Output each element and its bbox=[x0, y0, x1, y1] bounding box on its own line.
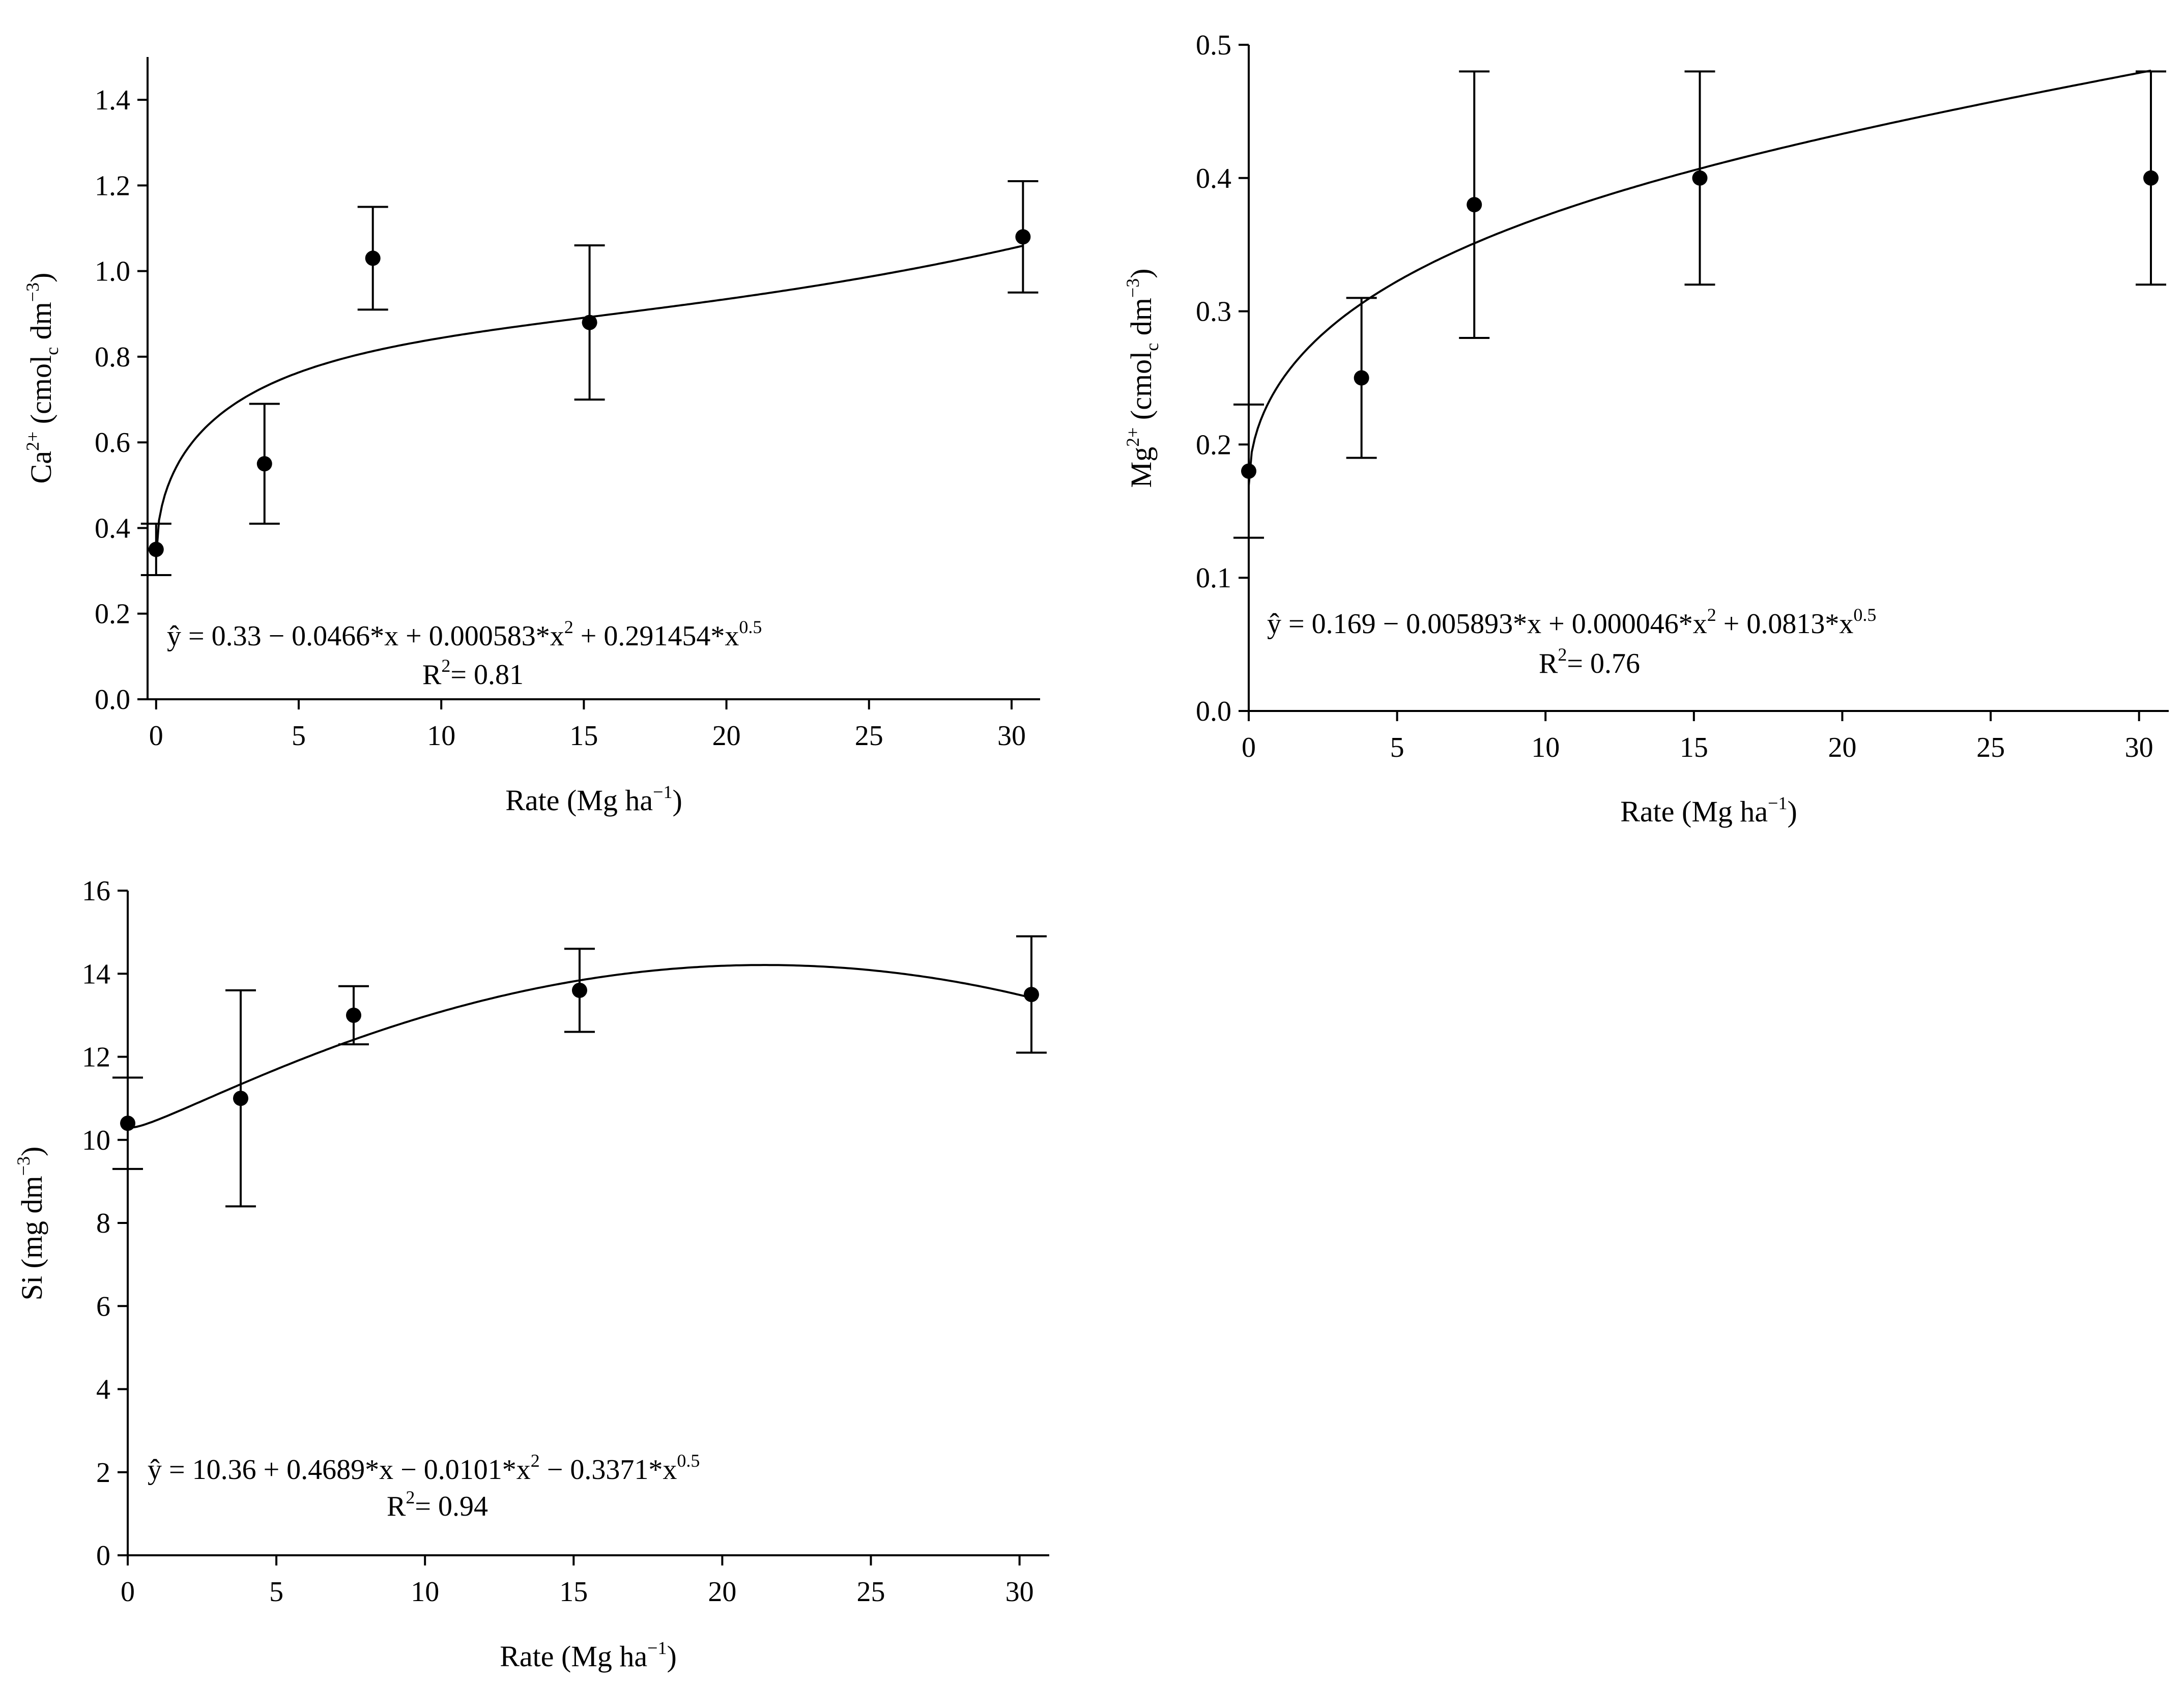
x-tick-label: 20 bbox=[712, 720, 741, 752]
x-axis-label: Rate (Mg ha−1) bbox=[505, 782, 682, 817]
y-axis-label: Si (mg dm−3) bbox=[13, 1147, 48, 1301]
x-tick-label: 0 bbox=[121, 1576, 135, 1608]
r-squared: R2= 0.81 bbox=[422, 656, 524, 691]
r-squared: R2= 0.76 bbox=[1539, 644, 1640, 679]
x-tick-label: 20 bbox=[1828, 732, 1856, 763]
x-tick-label: 20 bbox=[708, 1576, 736, 1608]
regression-equation: ŷ = 10.36 + 0.4689*x − 0.0101*x2 − 0.337… bbox=[148, 1450, 700, 1486]
regression-equation: ŷ = 0.33 − 0.0466*x + 0.000583*x2 + 0.29… bbox=[167, 617, 762, 652]
y-tick-label: 0.5 bbox=[1196, 30, 1231, 61]
data-point bbox=[1023, 987, 1039, 1003]
y-tick-label: 0.0 bbox=[95, 684, 130, 716]
x-tick-label: 30 bbox=[2125, 732, 2153, 763]
x-tick-label: 0 bbox=[1242, 732, 1256, 763]
x-tick-label: 5 bbox=[292, 720, 306, 752]
y-tick-label: 0.3 bbox=[1196, 296, 1231, 328]
x-tick-label: 10 bbox=[1531, 732, 1560, 763]
data-point bbox=[256, 456, 272, 472]
y-tick-label: 0.1 bbox=[1196, 562, 1231, 594]
x-tick-label: 10 bbox=[427, 720, 455, 752]
data-point bbox=[233, 1091, 248, 1106]
r-squared: R2= 0.94 bbox=[387, 1487, 488, 1522]
y-tick-label: 14 bbox=[82, 958, 110, 990]
data-point bbox=[120, 1116, 135, 1131]
data-point bbox=[1015, 229, 1031, 245]
y-tick-label: 1.2 bbox=[95, 170, 130, 202]
data-point bbox=[148, 542, 164, 557]
y-tick-label: 12 bbox=[82, 1042, 110, 1073]
y-tick-label: 2 bbox=[96, 1457, 110, 1489]
x-tick-label: 15 bbox=[1680, 732, 1708, 763]
data-point bbox=[346, 1007, 361, 1023]
x-tick-label: 25 bbox=[856, 1576, 885, 1608]
y-tick-label: 1.0 bbox=[95, 256, 130, 288]
y-tick-label: 0.8 bbox=[95, 341, 130, 373]
data-point bbox=[365, 250, 381, 266]
y-tick-label: 0.2 bbox=[95, 599, 130, 630]
data-point bbox=[2143, 170, 2159, 186]
x-tick-label: 15 bbox=[569, 720, 598, 752]
data-point bbox=[1692, 170, 1708, 186]
regression-equation: ŷ = 0.169 − 0.005893*x + 0.000046*x2 + 0… bbox=[1267, 605, 1876, 640]
y-tick-label: 0.4 bbox=[95, 512, 130, 544]
x-tick-label: 0 bbox=[149, 720, 163, 752]
data-point bbox=[582, 315, 597, 330]
panel-mg: 0.0 0.1 0.2 0.3 0.4 0.5 0 5 10 15 20 25 30 Mg2+ (cm… bbox=[1123, 30, 2169, 828]
data-point bbox=[1241, 463, 1256, 479]
y-tick-label: 0.0 bbox=[1196, 696, 1231, 727]
x-axis-label: Rate (Mg ha−1) bbox=[500, 1638, 677, 1673]
data-point bbox=[1467, 197, 1482, 213]
y-tick-label: 6 bbox=[96, 1291, 110, 1322]
x-tick-label: 25 bbox=[855, 720, 883, 752]
y-axis-label: Ca2+ (cmolc dm−3) bbox=[22, 273, 62, 484]
y-tick-label: 10 bbox=[82, 1125, 110, 1156]
y-tick-label: 0 bbox=[96, 1540, 110, 1572]
y-tick-label: 8 bbox=[96, 1208, 110, 1239]
x-tick-label: 10 bbox=[411, 1576, 439, 1608]
y-tick-label: 0.4 bbox=[1196, 163, 1231, 194]
data-point bbox=[571, 982, 587, 998]
x-tick-label: 25 bbox=[1976, 732, 2005, 763]
x-tick-label: 5 bbox=[1390, 732, 1404, 763]
y-tick-label: 4 bbox=[96, 1374, 110, 1406]
x-axis-label: Rate (Mg ha−1) bbox=[1620, 793, 1797, 828]
panel-ca: 0.0 0.2 0.4 0.6 0.8 1.0 1.2 1.4 0 5 10 15 20 25 30 Ca… bbox=[22, 57, 1040, 817]
x-tick-label: 15 bbox=[559, 1576, 588, 1608]
x-tick-label: 30 bbox=[997, 720, 1026, 752]
y-tick-label: 0.2 bbox=[1196, 429, 1231, 461]
x-tick-label: 5 bbox=[269, 1576, 283, 1608]
data-point bbox=[1354, 370, 1369, 386]
y-tick-label: 0.6 bbox=[95, 427, 130, 459]
y-tick-label: 16 bbox=[82, 875, 110, 907]
y-axis-label: Mg2+ (cmolc dm−3) bbox=[1123, 269, 1162, 488]
y-tick-label: 1.4 bbox=[95, 84, 130, 116]
x-tick-label: 30 bbox=[1005, 1576, 1034, 1608]
